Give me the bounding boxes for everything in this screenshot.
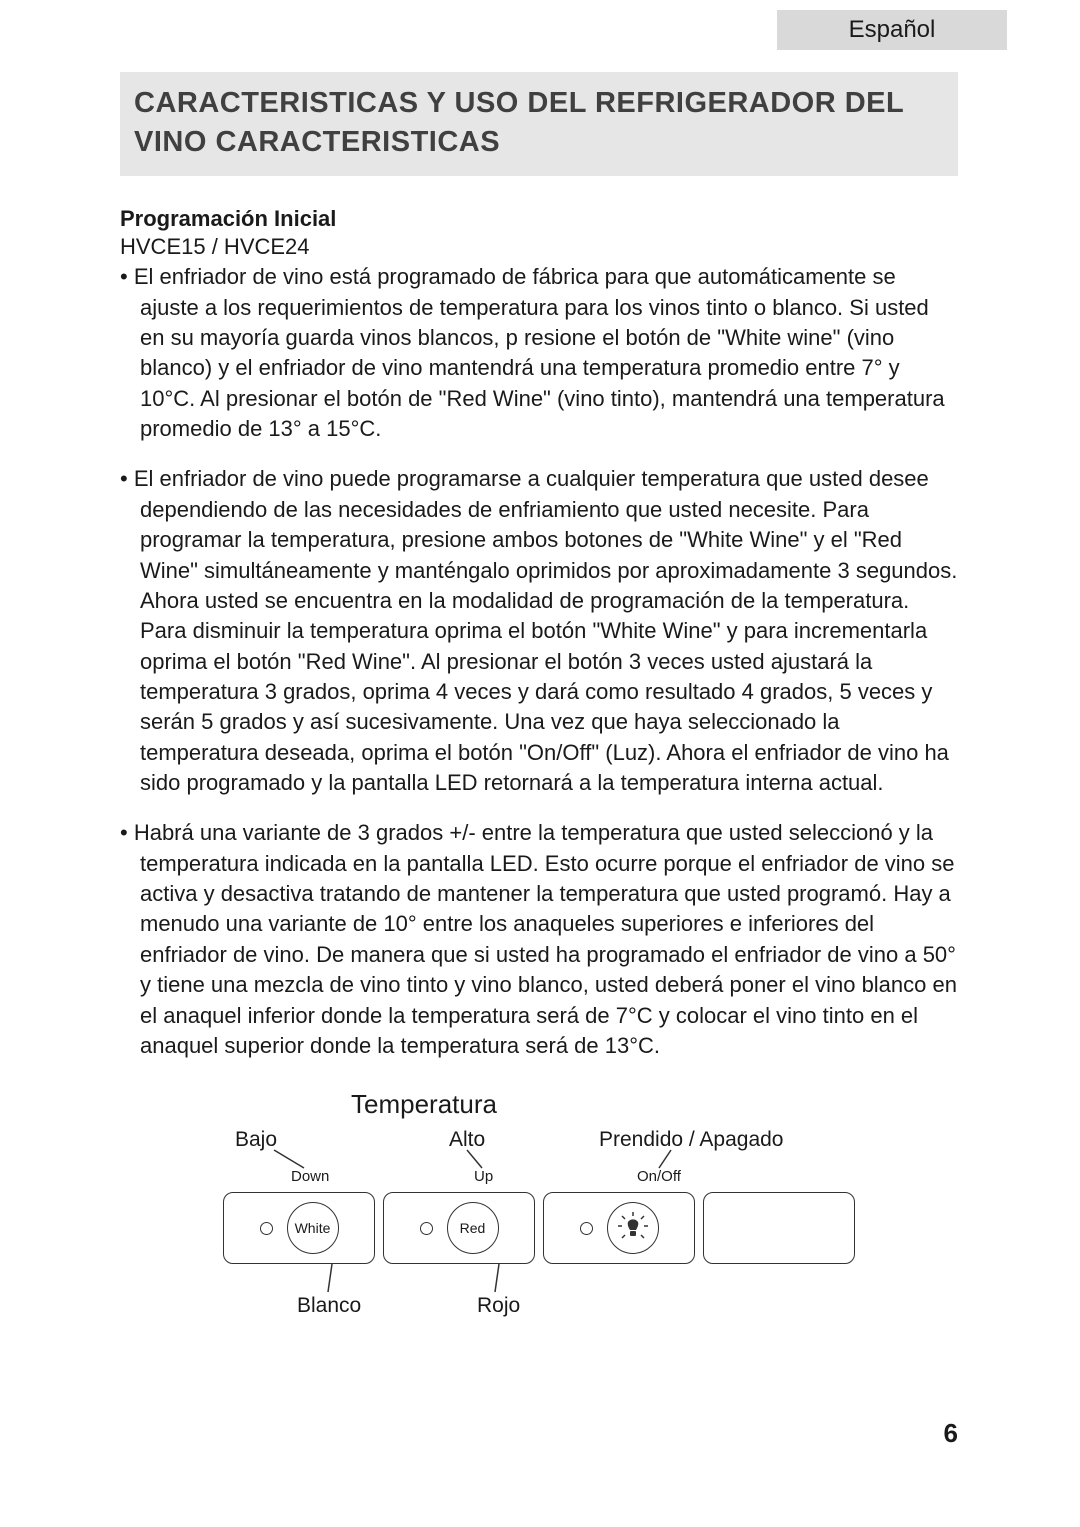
label-alto: Alto <box>449 1128 485 1152</box>
leader-line-icon <box>491 1264 511 1294</box>
main-title: CARACTERISTICAS Y USO DEL REFRIGERADOR D… <box>120 72 958 176</box>
label-onoff: Prendido / Apagado <box>599 1128 784 1152</box>
led-indicator-icon <box>420 1222 433 1235</box>
leader-line-icon <box>324 1264 344 1294</box>
label-bajo: Bajo <box>235 1128 277 1152</box>
language-tab: Español <box>777 10 1007 50</box>
label-up-en: Up <box>474 1168 493 1185</box>
led-indicator-icon <box>580 1222 593 1235</box>
white-button[interactable]: White <box>287 1202 339 1254</box>
panel-display <box>703 1192 855 1264</box>
light-bulb-icon <box>616 1211 650 1245</box>
label-blanco: Blanco <box>297 1294 361 1318</box>
label-down-en: Down <box>291 1168 329 1185</box>
panel-red: Red <box>383 1192 535 1264</box>
page-number: 6 <box>944 1418 958 1449</box>
list-item: Habrá una variante de 3 grados +/- entre… <box>120 818 958 1061</box>
panel-onoff <box>543 1192 695 1264</box>
label-onoff-en: On/Off <box>637 1168 681 1185</box>
diagram-title: Temperatura <box>0 1089 958 1120</box>
list-item: El enfriador de vino puede programarse a… <box>120 464 958 798</box>
control-panel-row: White Red <box>219 1192 859 1264</box>
onoff-button[interactable] <box>607 1202 659 1254</box>
label-rojo: Rojo <box>477 1294 520 1318</box>
model-line: HVCE15 / HVCE24 <box>120 234 958 260</box>
led-indicator-icon <box>260 1222 273 1235</box>
red-button[interactable]: Red <box>447 1202 499 1254</box>
panel-white: White <box>223 1192 375 1264</box>
diagram-bottom-labels: Blanco Rojo <box>219 1264 859 1320</box>
control-diagram: Temperatura Bajo Alto Prendido / Apagado… <box>120 1089 958 1320</box>
bullet-list: El enfriador de vino está programado de … <box>120 262 958 1061</box>
diagram-top-labels: Bajo Alto Prendido / Apagado Down Up On/… <box>219 1128 859 1190</box>
list-item: El enfriador de vino está programado de … <box>120 262 958 444</box>
page-content: CARACTERISTICAS Y USO DEL REFRIGERADOR D… <box>120 72 958 1320</box>
section-heading: Programación Inicial <box>120 206 958 232</box>
